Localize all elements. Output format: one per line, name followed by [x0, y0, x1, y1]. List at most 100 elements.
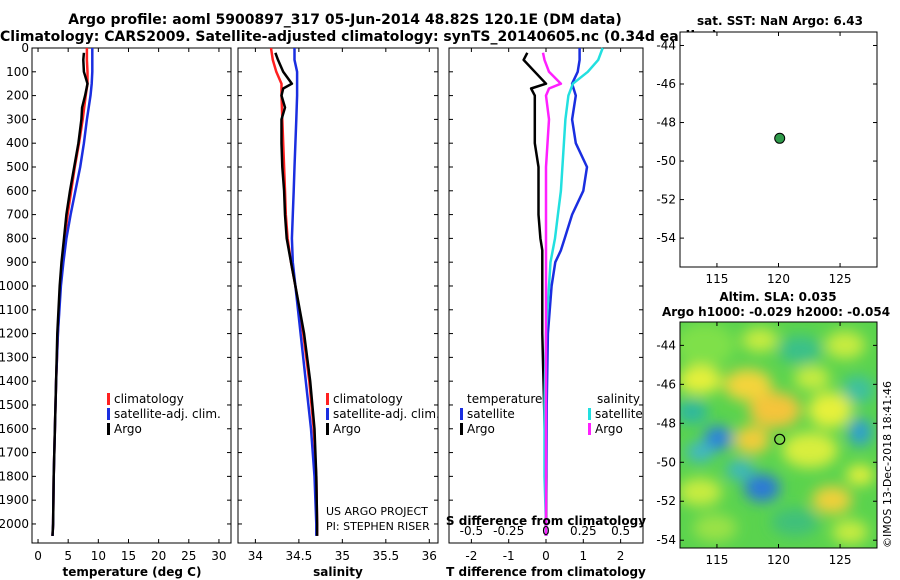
- credit-pi: PI: STEPHEN RISER: [326, 520, 430, 533]
- salinity-x-ticks: 34 34.5 35 35.5 36: [248, 48, 437, 563]
- sla-map-panel: Altim. SLA: 0.035 Argo h1000: -0.029 h20…: [656, 290, 890, 567]
- lat-tick-label: -48: [656, 116, 676, 130]
- x-tick-label: 0: [34, 549, 42, 563]
- x-tick-label: 34.5: [286, 549, 313, 563]
- legend-t-satellite: satellite: [467, 407, 515, 421]
- legend-swatch-t-argo: [460, 423, 463, 435]
- x-tick-label: -2: [465, 549, 477, 563]
- credit-project: US ARGO PROJECT: [326, 505, 428, 518]
- temperature-x-ticks: 0 5 10 15 20 25 30: [34, 48, 227, 563]
- sst-map-frame: [679, 31, 878, 268]
- lat-tick-label: -52: [656, 193, 676, 207]
- figure-title-line2: Climatology: CARS2009. Satellite-adjuste…: [0, 29, 718, 45]
- lat-tick-label: -54: [656, 533, 676, 547]
- legend-header-temperature: temperature: [467, 392, 542, 406]
- difference-depth-ticks: [449, 47, 643, 525]
- legend-satellite: satellite-adj. clim.: [333, 407, 440, 421]
- lat-tick-label: -48: [656, 416, 676, 430]
- temperature-profiles: [51, 48, 94, 536]
- x-tick-label: -1: [503, 549, 515, 563]
- s-diff-tick-label: 0: [542, 524, 550, 538]
- s-diff-tick-label: -0.5: [460, 524, 483, 538]
- temperature-panel: 0100200300400500600700800900100011001200…: [0, 41, 232, 579]
- salinity-depth-ticks: [238, 47, 438, 525]
- legend-swatch-satellite: [107, 408, 110, 420]
- series-line-salinity-satellite: [543, 47, 604, 536]
- lat-tick-label: -54: [656, 231, 676, 245]
- s-diff-tick-label: 0.5: [611, 524, 630, 538]
- s-difference-label: S difference from climatology: [446, 514, 646, 528]
- salinity-profiles: [269, 47, 319, 536]
- lon-tick-label: 115: [705, 272, 728, 286]
- depth-tick-label: 1300: [0, 350, 29, 364]
- depth-tick-label: 1500: [0, 398, 29, 412]
- temperature-legend: climatology satellite-adj. clim. Argo: [107, 392, 221, 436]
- difference-panel: -2 -1 0 1 2 -0.5 -0.25 0 0.25 0.5 S difference f…: [446, 47, 646, 579]
- sst-map-title: sat. SST: NaN Argo: 6.43: [697, 14, 863, 28]
- lat-tick-label: -46: [656, 77, 676, 91]
- x-tick-label: 30: [211, 549, 226, 563]
- depth-tick-label: 800: [6, 231, 29, 245]
- sla-title-line2: Argo h1000: -0.029 h2000: -0.054: [662, 305, 890, 319]
- difference-profiles: [522, 47, 604, 536]
- salinity-legend: climatology satellite-adj. clim. Argo: [326, 392, 440, 436]
- depth-tick-label: 900: [6, 255, 29, 269]
- s-diff-tick-label: 0.25: [570, 524, 597, 538]
- x-tick-label: 2: [617, 549, 625, 563]
- difference-legend: temperature salinity satellite Argo sate…: [460, 392, 643, 436]
- depth-tick-label: 200: [6, 89, 29, 103]
- x-tick-label: 36: [422, 549, 437, 563]
- x-tick-label: 35.5: [372, 549, 399, 563]
- lat-tick-label: -52: [656, 494, 676, 508]
- depth-tick-label: 600: [6, 184, 29, 198]
- depth-tick-label: 500: [6, 160, 29, 174]
- x-tick-label: 5: [64, 549, 72, 563]
- sla-heatmap: [680, 322, 877, 548]
- x-tick-label: 1: [579, 549, 587, 563]
- t-difference-label: T difference from climatology: [446, 565, 646, 579]
- salinity-panel: 34 34.5 35 35.5 36 salinity climatology sate…: [237, 47, 440, 579]
- depth-tick-label: 1200: [0, 327, 29, 341]
- lat-tick-label: -44: [656, 338, 676, 352]
- lon-tick-label: 120: [767, 272, 790, 286]
- legend-swatch-s-satellite: [588, 408, 591, 420]
- lat-tick-label: -46: [656, 377, 676, 391]
- difference-x-ticks: -2 -1 0 1 2: [465, 48, 624, 563]
- lon-tick-label: 120: [767, 553, 790, 567]
- depth-tick-label: 1700: [0, 446, 29, 460]
- legend-argo: Argo: [114, 422, 142, 436]
- lat-tick-label: -50: [656, 455, 676, 469]
- series-line-satellite-adj-clim-: [290, 48, 318, 536]
- legend-s-argo: Argo: [595, 422, 623, 436]
- x-tick-label: 35: [335, 549, 350, 563]
- sla-title-line1: Altim. SLA: 0.035: [719, 290, 836, 304]
- depth-tick-label: 1100: [0, 303, 29, 317]
- series-line-argo: [51, 52, 89, 536]
- x-tick-label: 20: [151, 549, 166, 563]
- legend-swatch-s-argo: [588, 423, 591, 435]
- legend-s-satellite: satellite: [595, 407, 643, 421]
- sst-map-ticks: 115 120 125 -44 -46 -48 -50 -52 -54: [656, 32, 877, 286]
- legend-swatch-t-satellite: [460, 408, 463, 420]
- legend-t-argo: Argo: [467, 422, 495, 436]
- depth-tick-label: 1800: [0, 469, 29, 483]
- depth-tick-label: 1400: [0, 374, 29, 388]
- temperature-x-label: temperature (deg C): [63, 565, 202, 579]
- depth-tick-label: 1000: [0, 279, 29, 293]
- s-diff-tick-label: -0.25: [493, 524, 524, 538]
- legend-argo: Argo: [333, 422, 361, 436]
- depth-tick-label: 100: [6, 65, 29, 79]
- depth-tick-label: 1900: [0, 493, 29, 507]
- legend-header-salinity: salinity: [597, 392, 640, 406]
- legend-climatology: climatology: [114, 392, 184, 406]
- lon-tick-label: 125: [829, 553, 852, 567]
- x-tick-label: 10: [91, 549, 106, 563]
- argo-location-marker: [774, 132, 786, 144]
- legend-swatch-argo: [326, 423, 329, 435]
- legend-swatch-climatology: [326, 393, 329, 405]
- figure-title-line1: Argo profile: aoml 5900897_317 05-Jun-20…: [68, 12, 622, 28]
- legend-satellite: satellite-adj. clim.: [114, 407, 221, 421]
- x-tick-label: 25: [181, 549, 196, 563]
- depth-ticks: 0 100 200 300 400 500 600 700 800 900 1000 1100 1200…: [0, 41, 231, 531]
